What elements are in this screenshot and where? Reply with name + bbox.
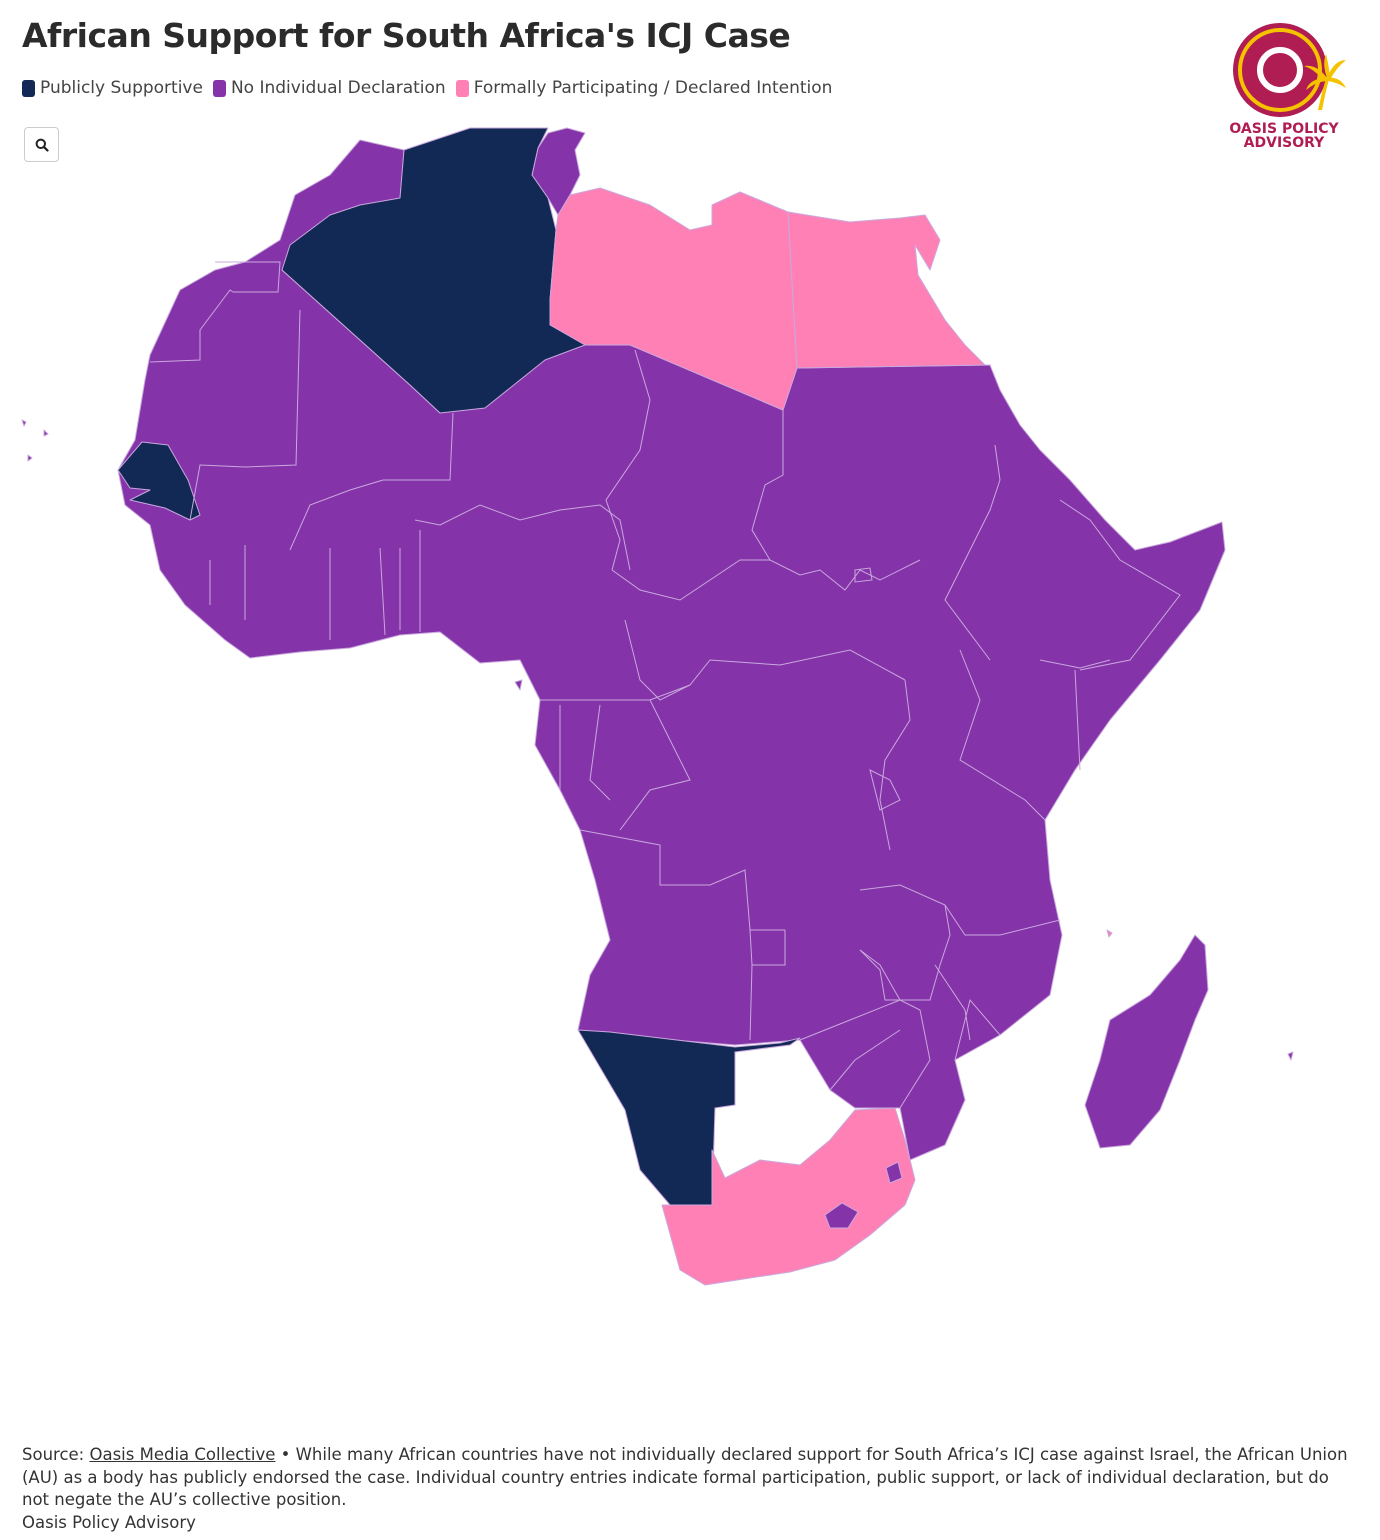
footer: Source: Oasis Media Collective • While m…	[22, 1444, 1352, 1534]
logo-emblem	[1233, 23, 1346, 117]
source-link[interactable]: Oasis Media Collective	[89, 1445, 276, 1464]
footer-note: • While many African countries have not …	[22, 1445, 1348, 1509]
country-algeria[interactable]	[281, 127, 586, 414]
island-cape-verde	[21, 419, 49, 462]
country-borders	[149, 261, 1181, 1109]
legend-item-no-declaration[interactable]: No Individual Declaration	[212, 78, 446, 98]
africa-mainland[interactable]	[117, 139, 1226, 1161]
country-lesotho[interactable]	[824, 1202, 859, 1229]
island-bioko	[514, 679, 523, 691]
legend-label: No Individual Declaration	[230, 78, 446, 98]
country-south-africa[interactable]	[661, 1107, 916, 1286]
source-prefix: Source:	[22, 1445, 90, 1464]
footer-source-note: Source: Oasis Media Collective • While m…	[22, 1444, 1352, 1512]
legend: Publicly Supportive No Individual Declar…	[22, 78, 842, 98]
legend-item-formally-participating[interactable]: Formally Participating / Declared Intent…	[455, 78, 833, 98]
country-libya[interactable]	[549, 187, 798, 411]
legend-swatch	[212, 79, 226, 97]
page-title: African Support for South Africa's ICJ C…	[22, 16, 791, 55]
logo-text-line1: OASIS POLICY	[1229, 121, 1339, 137]
legend-item-publicly-supportive[interactable]: Publicly Supportive	[22, 78, 203, 98]
legend-swatch	[455, 79, 469, 97]
country-egypt[interactable]	[787, 211, 986, 369]
legend-label: Publicly Supportive	[40, 78, 203, 98]
oasis-policy-logo: OASIS POLICY ADVISORY	[1222, 20, 1352, 160]
legend-label: Formally Participating / Declared Intent…	[473, 78, 833, 98]
africa-map	[21, 127, 1294, 1286]
country-eswatini[interactable]	[885, 1161, 903, 1184]
country-namibia[interactable]	[577, 1029, 801, 1206]
legend-swatch	[22, 79, 35, 97]
island-mauritius	[1287, 1051, 1294, 1061]
logo-text-line2: ADVISORY	[1243, 135, 1325, 151]
country-madagascar[interactable]	[1084, 934, 1209, 1149]
search-icon	[35, 138, 49, 152]
footer-org: Oasis Policy Advisory	[22, 1512, 196, 1532]
map-search-button[interactable]	[24, 127, 59, 162]
island-comoros	[1106, 929, 1113, 938]
